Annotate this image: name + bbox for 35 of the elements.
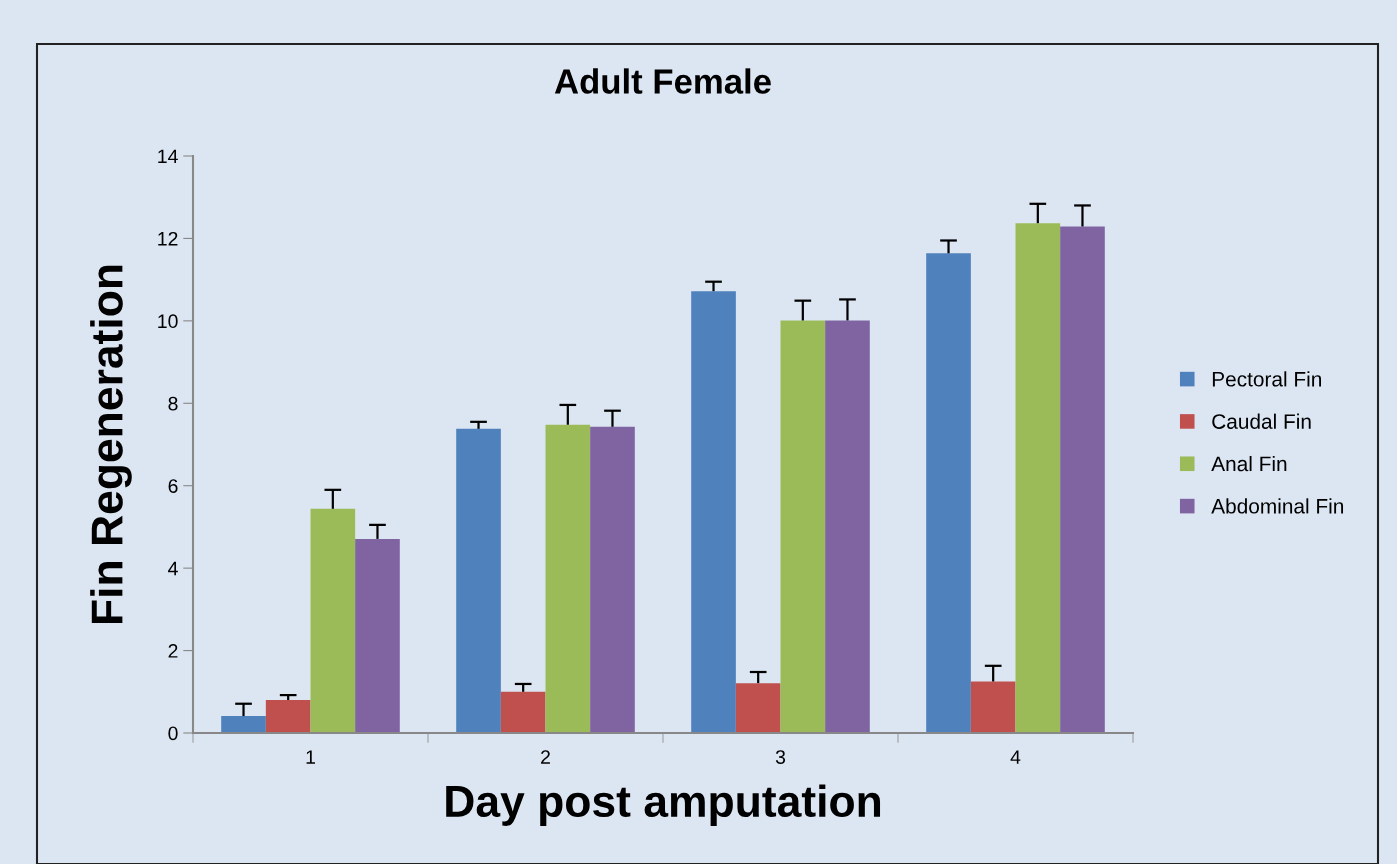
bar (500, 691, 546, 733)
y-tick-label: 10 (158, 314, 178, 329)
bar (926, 253, 971, 733)
bar (545, 424, 591, 733)
legend-label: Anal Fin (1211, 455, 1287, 472)
bar (825, 320, 870, 733)
y-tick-label: 12 (158, 231, 178, 246)
bar (1060, 226, 1105, 733)
bar (456, 428, 501, 733)
y-tick-label: 14 (158, 149, 178, 164)
bar (265, 700, 311, 733)
x-tick-label: 3 (775, 750, 786, 764)
bar (310, 508, 356, 733)
bar (691, 291, 736, 733)
bar (590, 426, 635, 733)
legend-label: Caudal Fin (1212, 413, 1311, 429)
x-axis-title: Day post amputation (446, 784, 881, 826)
y-tick-label: 4 (168, 561, 178, 576)
y-tick-label: 8 (168, 396, 178, 411)
y-tick-label: 6 (168, 479, 178, 493)
bar (970, 681, 1016, 733)
chart-title: Adult Female (554, 68, 771, 94)
y-tick-label: 2 (168, 644, 178, 658)
bar (355, 538, 400, 733)
x-tick-label: 2 (541, 750, 550, 764)
x-tick-label: 1 (306, 750, 315, 764)
legend-label: Pectoral Fin (1212, 371, 1321, 387)
legend-label: Abdominal Fin (1211, 498, 1344, 514)
bar (1015, 223, 1061, 733)
bar (735, 683, 781, 733)
bar (221, 716, 266, 733)
y-tick-label: 0 (168, 726, 178, 741)
x-tick-label: 4 (1010, 750, 1021, 764)
bar (780, 320, 826, 733)
y-axis-title: Fin Regeneration (90, 265, 132, 624)
